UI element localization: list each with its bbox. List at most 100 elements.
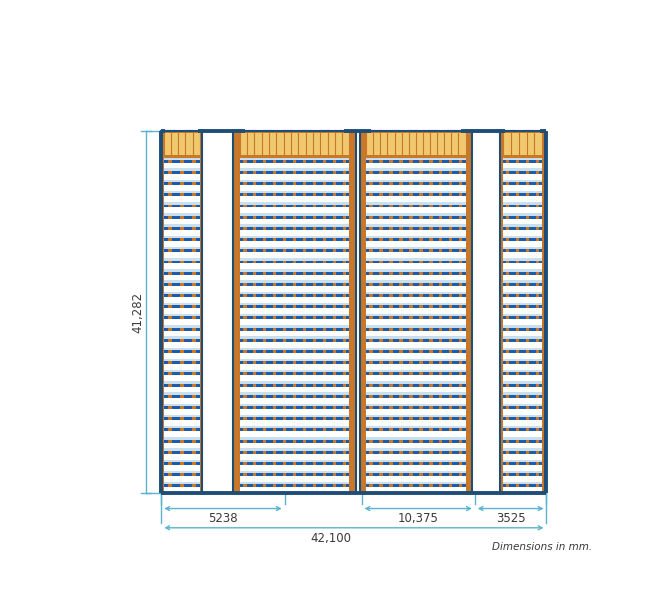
- Bar: [366, 247, 465, 249]
- Bar: [167, 294, 172, 297]
- Bar: [283, 171, 287, 174]
- Bar: [366, 205, 465, 207]
- Bar: [343, 294, 346, 297]
- Bar: [323, 439, 326, 442]
- Bar: [502, 158, 542, 160]
- Bar: [303, 227, 307, 230]
- Bar: [502, 428, 542, 431]
- Bar: [389, 305, 393, 308]
- Bar: [366, 473, 465, 476]
- Bar: [409, 249, 412, 252]
- Bar: [366, 451, 465, 454]
- Bar: [389, 439, 393, 442]
- Bar: [502, 339, 542, 342]
- Bar: [333, 406, 336, 409]
- Bar: [192, 227, 196, 230]
- Bar: [313, 328, 316, 331]
- Bar: [366, 216, 465, 219]
- Bar: [293, 227, 297, 230]
- Bar: [167, 261, 172, 264]
- Bar: [449, 484, 452, 487]
- Bar: [179, 227, 184, 230]
- Bar: [164, 395, 200, 398]
- Bar: [389, 227, 393, 230]
- Bar: [526, 171, 529, 174]
- Bar: [502, 291, 542, 294]
- Bar: [283, 182, 287, 185]
- Bar: [449, 182, 452, 185]
- Bar: [439, 271, 442, 275]
- Bar: [333, 350, 336, 353]
- Bar: [379, 238, 383, 241]
- Bar: [399, 182, 402, 185]
- Bar: [164, 247, 200, 249]
- Bar: [164, 132, 200, 158]
- Bar: [192, 328, 196, 331]
- Bar: [389, 271, 393, 275]
- Bar: [419, 462, 422, 465]
- Bar: [459, 439, 462, 442]
- Bar: [366, 459, 465, 462]
- Bar: [233, 132, 356, 493]
- Bar: [409, 216, 412, 219]
- Bar: [164, 205, 200, 207]
- Bar: [240, 316, 350, 319]
- Bar: [536, 484, 539, 487]
- Bar: [293, 451, 297, 454]
- Bar: [283, 373, 287, 375]
- Bar: [253, 406, 256, 409]
- Bar: [253, 418, 256, 420]
- Bar: [313, 439, 316, 442]
- Bar: [192, 283, 196, 286]
- Bar: [253, 205, 256, 207]
- Bar: [167, 339, 172, 342]
- Bar: [379, 418, 383, 420]
- Bar: [366, 171, 465, 174]
- Bar: [379, 361, 383, 364]
- Bar: [167, 484, 172, 487]
- Bar: [263, 451, 267, 454]
- Bar: [164, 437, 200, 439]
- Bar: [506, 484, 509, 487]
- Bar: [164, 249, 200, 252]
- Bar: [233, 132, 240, 493]
- Bar: [253, 462, 256, 465]
- Bar: [164, 484, 200, 487]
- Bar: [162, 132, 202, 493]
- Bar: [379, 283, 383, 286]
- Bar: [369, 428, 373, 431]
- Bar: [459, 261, 462, 264]
- Bar: [343, 473, 346, 476]
- Bar: [516, 428, 519, 431]
- Bar: [506, 406, 509, 409]
- Bar: [164, 370, 200, 373]
- Bar: [162, 132, 202, 493]
- Bar: [449, 238, 452, 241]
- Bar: [164, 281, 200, 283]
- Bar: [164, 303, 200, 305]
- Bar: [313, 339, 316, 342]
- Bar: [419, 283, 422, 286]
- Bar: [389, 406, 393, 409]
- Bar: [240, 132, 350, 133]
- Bar: [399, 439, 402, 442]
- Bar: [240, 361, 350, 364]
- Bar: [459, 249, 462, 252]
- Bar: [164, 336, 200, 339]
- Bar: [389, 283, 393, 286]
- Bar: [167, 373, 172, 375]
- Bar: [333, 418, 336, 420]
- Bar: [399, 361, 402, 364]
- Bar: [366, 471, 465, 473]
- Bar: [399, 350, 402, 353]
- Bar: [253, 305, 256, 308]
- Bar: [369, 451, 373, 454]
- Bar: [263, 473, 267, 476]
- Bar: [379, 350, 383, 353]
- Bar: [283, 283, 287, 286]
- Bar: [439, 193, 442, 196]
- Bar: [366, 180, 465, 182]
- Bar: [366, 283, 465, 286]
- Bar: [409, 484, 412, 487]
- Bar: [502, 191, 542, 193]
